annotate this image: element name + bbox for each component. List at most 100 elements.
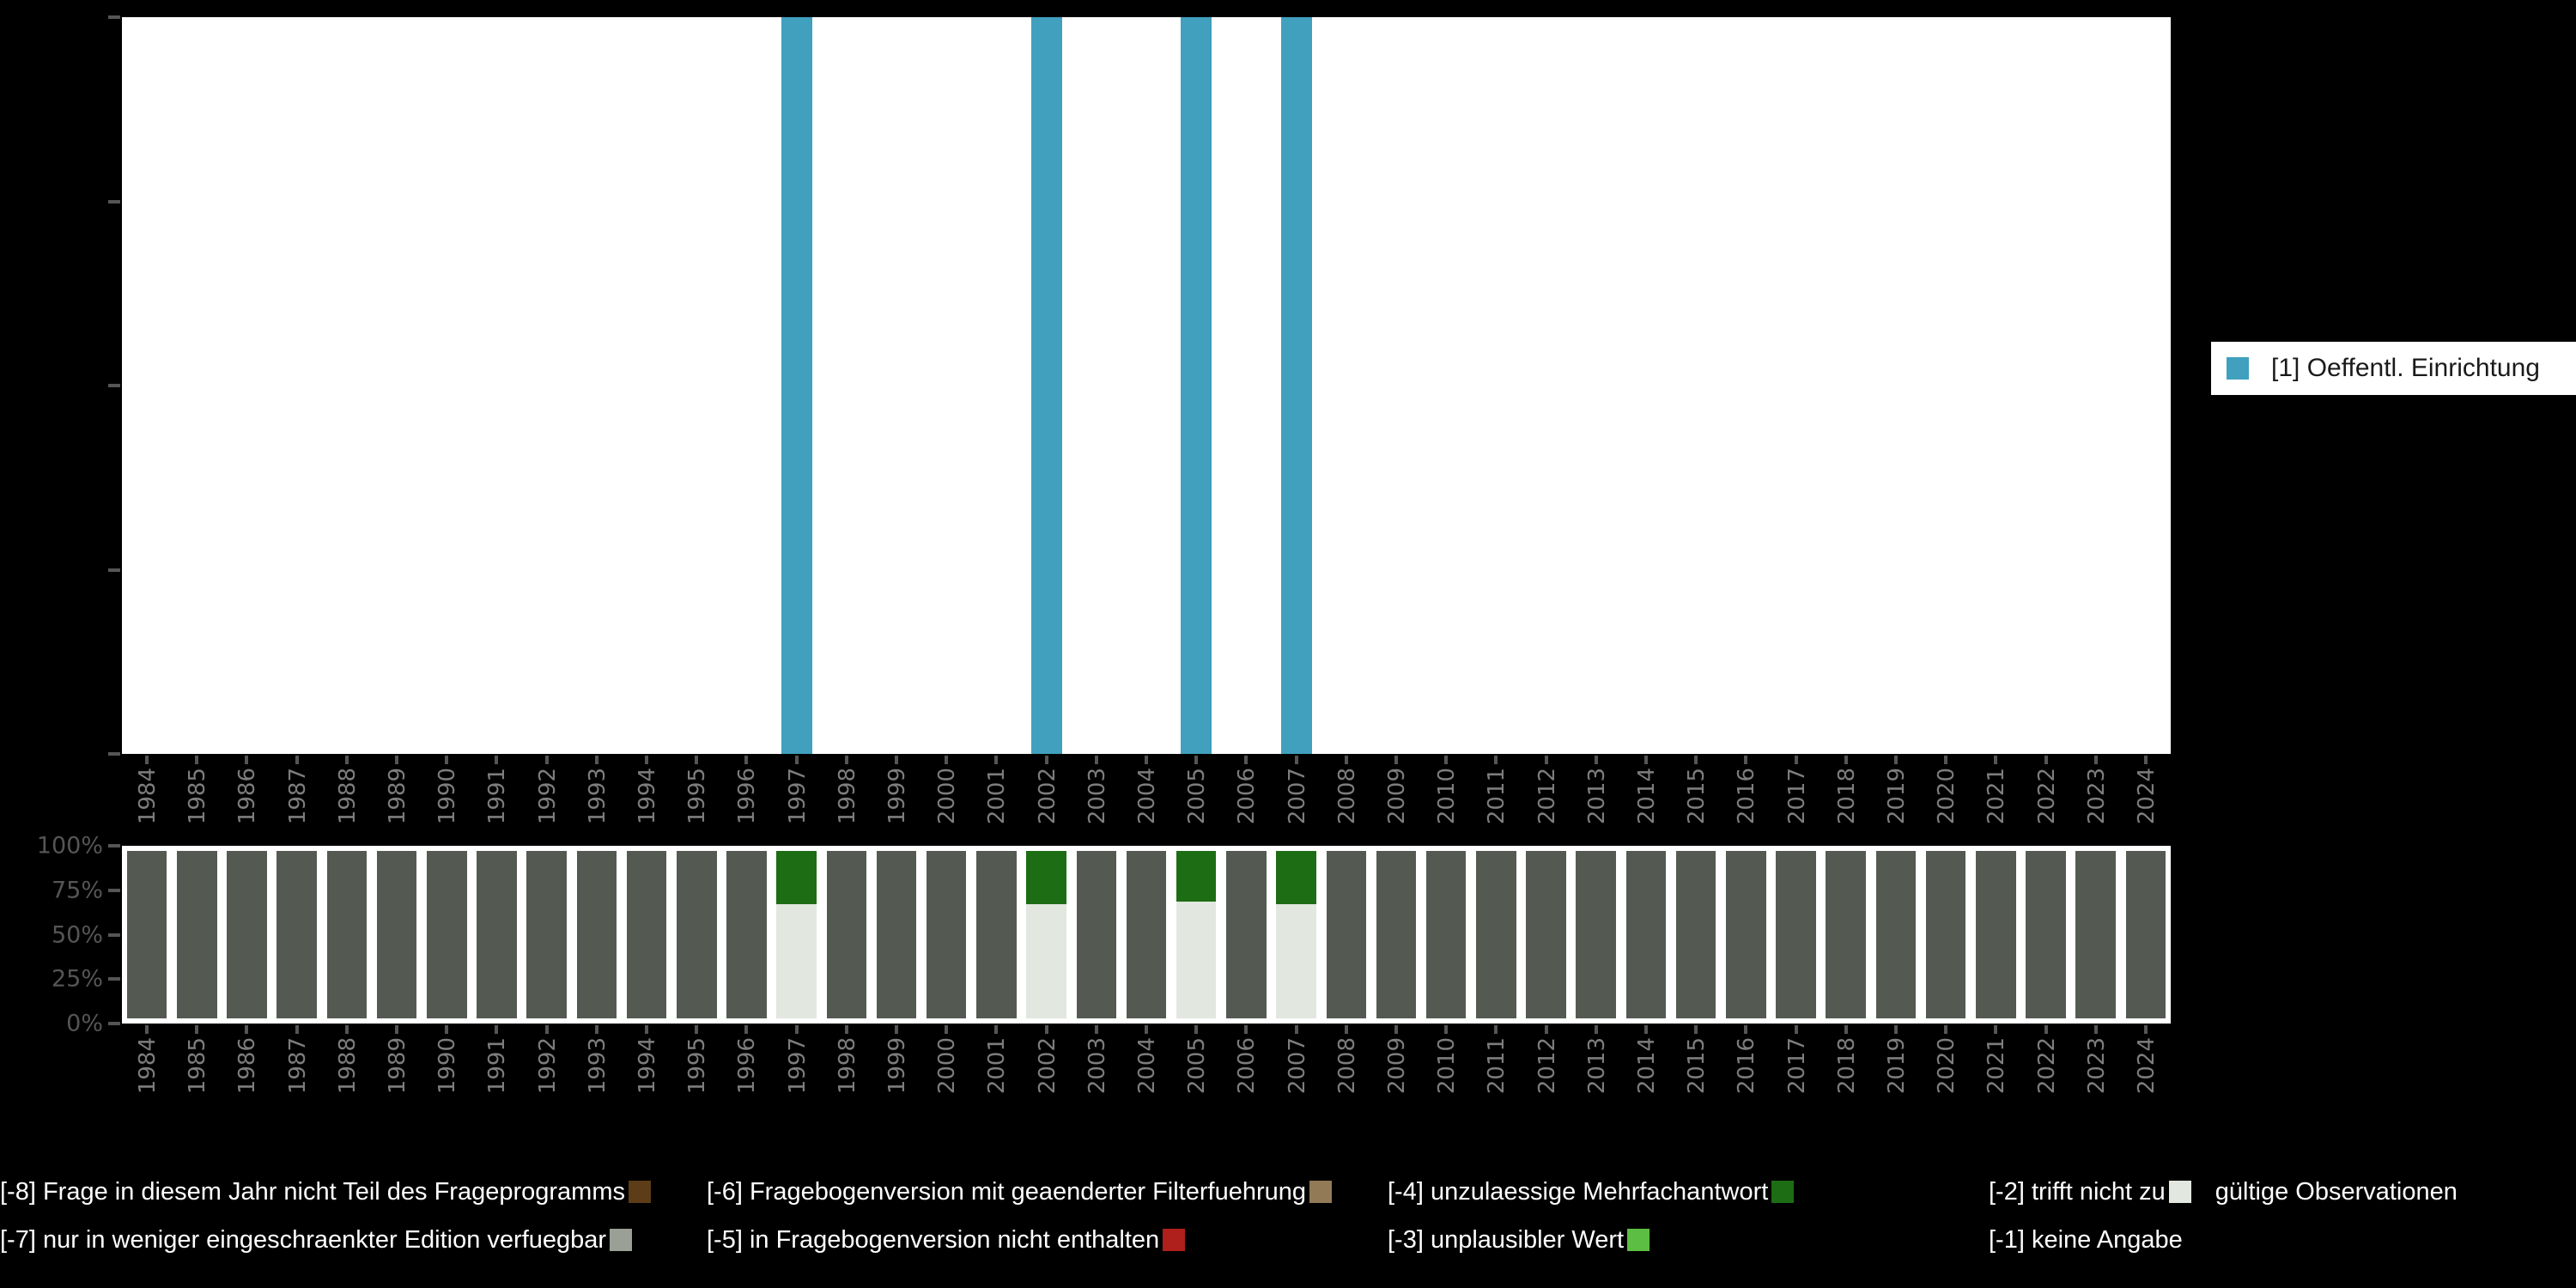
top-x-tick-mark (1294, 756, 1298, 764)
bottom-bar-segment (1026, 904, 1066, 1018)
bottom-x-tick-mark (2143, 1025, 2148, 1034)
bottom-bar-segment (2026, 851, 2066, 1018)
bottom-stacked-bar (126, 851, 167, 1018)
bottom-x-tick-label: 2012 (1534, 1037, 1560, 1095)
bottom-x-tick-mark (794, 1025, 799, 1034)
bottom-bar-segment (1576, 851, 1617, 1018)
top-x-tick-mark (1744, 756, 1748, 764)
legend-item-label: [-3] unplausibler Wert (1388, 1225, 1625, 1254)
bottom-bar-segment (1675, 851, 1716, 1018)
top-x-tick-label: 2022 (2033, 768, 2060, 825)
bottom-x-tick-label: 2000 (934, 1037, 961, 1095)
legend-item-swatch (610, 1229, 633, 1251)
bottom-stacked-bar (1976, 851, 2016, 1018)
top-bar (1280, 17, 1312, 754)
top-x-tick-mark (994, 756, 999, 764)
top-x-tick-label: 1987 (284, 768, 311, 825)
top-x-tick-mark (1994, 756, 1998, 764)
top-x-tick-label: 1993 (584, 768, 611, 825)
bottom-stacked-bar (376, 851, 417, 1018)
top-x-tick-label: 2004 (1134, 768, 1160, 825)
legend-cell: [-8] Frage in diesem Jahr nicht Teil des… (0, 1178, 683, 1206)
bottom-bar-segment (1276, 851, 1316, 905)
top-x-tick-mark (495, 756, 499, 764)
bottom-y-tick-label: 75% (51, 877, 103, 904)
bottom-x-tick-label: 2007 (1284, 1037, 1310, 1095)
legend-item-swatch (1771, 1181, 1795, 1203)
bottom-x-tick-mark (1744, 1025, 1748, 1034)
top-x-tick-mark (895, 756, 899, 764)
top-x-tick-mark (794, 756, 799, 764)
bottom-stacked-bar (826, 851, 867, 1018)
top-x-tick-label: 1996 (734, 768, 761, 825)
bottom-bar-segment (1826, 851, 1866, 1018)
bottom-x-tick-mark (594, 1025, 598, 1034)
bottom-x-tick-label: 1999 (884, 1037, 911, 1095)
top-x-tick-label: 2009 (1383, 768, 1410, 825)
legend-cell: [-1] keine Angabe (1965, 1226, 2464, 1255)
bottom-stacked-bar (926, 851, 967, 1018)
bottom-bar-segment (876, 851, 917, 1018)
bottom-x-tick-label: 2005 (1184, 1037, 1211, 1095)
bottom-x-tick-mark (2093, 1025, 2098, 1034)
bottom-stacked-bar (626, 851, 667, 1018)
bottom-x-tick-label: 2006 (1234, 1037, 1261, 1095)
top-x-tick-label: 2020 (1934, 768, 1960, 825)
bottom-x-tick-mark (695, 1025, 699, 1034)
top-x-tick-label: 2001 (984, 768, 1011, 825)
top-x-tick-mark (695, 756, 699, 764)
top-x-tick-mark (1344, 756, 1348, 764)
top-x-tick-label: 2018 (1833, 768, 1860, 825)
bottom-x-tick-mark (1794, 1025, 1798, 1034)
bottom-x-tick-label: 2019 (1883, 1037, 1910, 1095)
distribution-chart: 100%75%50%25%0% 198419851986198719881989… (108, 15, 2171, 825)
bottom-stacked-bar (227, 851, 267, 1018)
bottom-bar-segment (1726, 851, 1766, 1018)
bottom-x-tick-mark (1344, 1025, 1348, 1034)
top-x-tick-label: 2007 (1284, 768, 1310, 825)
bottom-bar-segment (1776, 851, 1816, 1018)
bottom-x-tick-mark (1893, 1025, 1898, 1034)
bottom-x-tick-label: 2003 (1084, 1037, 1110, 1095)
bottom-bar-segment (1976, 851, 2016, 1018)
bottom-bar-segment (526, 851, 567, 1018)
bottom-x-tick-label: 2008 (1334, 1037, 1360, 1095)
bottom-x-tick-mark (994, 1025, 999, 1034)
bottom-y-tick-mark (108, 933, 120, 937)
bottom-bar-segment (326, 851, 368, 1018)
top-x-tick-mark (2143, 756, 2148, 764)
bottom-stacked-bar (1376, 851, 1417, 1018)
bottom-bar-segment (626, 851, 667, 1018)
bottom-stacked-bar (576, 851, 617, 1018)
top-x-tick-mark (594, 756, 598, 764)
bottom-bar-segment (1176, 851, 1217, 902)
bottom-x-tick-label: 2023 (2083, 1037, 2110, 1095)
bottom-stacked-bar (1326, 851, 1367, 1018)
bottom-bar-segment (177, 851, 217, 1018)
bottom-stacked-bar (177, 851, 217, 1018)
top-x-tick-mark (295, 756, 299, 764)
bottom-x-tick-label: 2021 (1984, 1037, 2010, 1095)
bottom-stacked-bar (1476, 851, 1516, 1018)
bottom-stacked-bar (1675, 851, 1716, 1018)
bottom-x-tick-mark (1094, 1025, 1098, 1034)
bottom-x-tick-mark (1643, 1025, 1648, 1034)
top-x-tick-mark (1594, 756, 1598, 764)
bottom-x-tick-label: 2013 (1583, 1037, 1610, 1095)
bottom-stacked-bar (1526, 851, 1566, 1018)
bottom-bar-segment (1176, 901, 1217, 1018)
top-x-tick-label: 2024 (2133, 768, 2160, 825)
bottom-x-tick-mark (445, 1025, 449, 1034)
bottom-y-tick-mark (108, 1022, 120, 1025)
bottom-stacked-bar (1776, 851, 1816, 1018)
bottom-x-tick-label: 1984 (135, 1037, 161, 1095)
top-x-tick-label: 2014 (1633, 768, 1660, 825)
bottom-x-tick-label: 1990 (434, 1037, 461, 1095)
top-bar (781, 17, 812, 754)
bottom-stacked-bar (976, 851, 1017, 1018)
bottom-bar-segment (1276, 904, 1316, 1018)
top-x-tick-label: 1998 (834, 768, 860, 825)
bottom-x-tick-label: 2015 (1684, 1037, 1710, 1095)
top-x-tick-mark (1844, 756, 1848, 764)
top-x-tick-label: 2013 (1583, 768, 1610, 825)
